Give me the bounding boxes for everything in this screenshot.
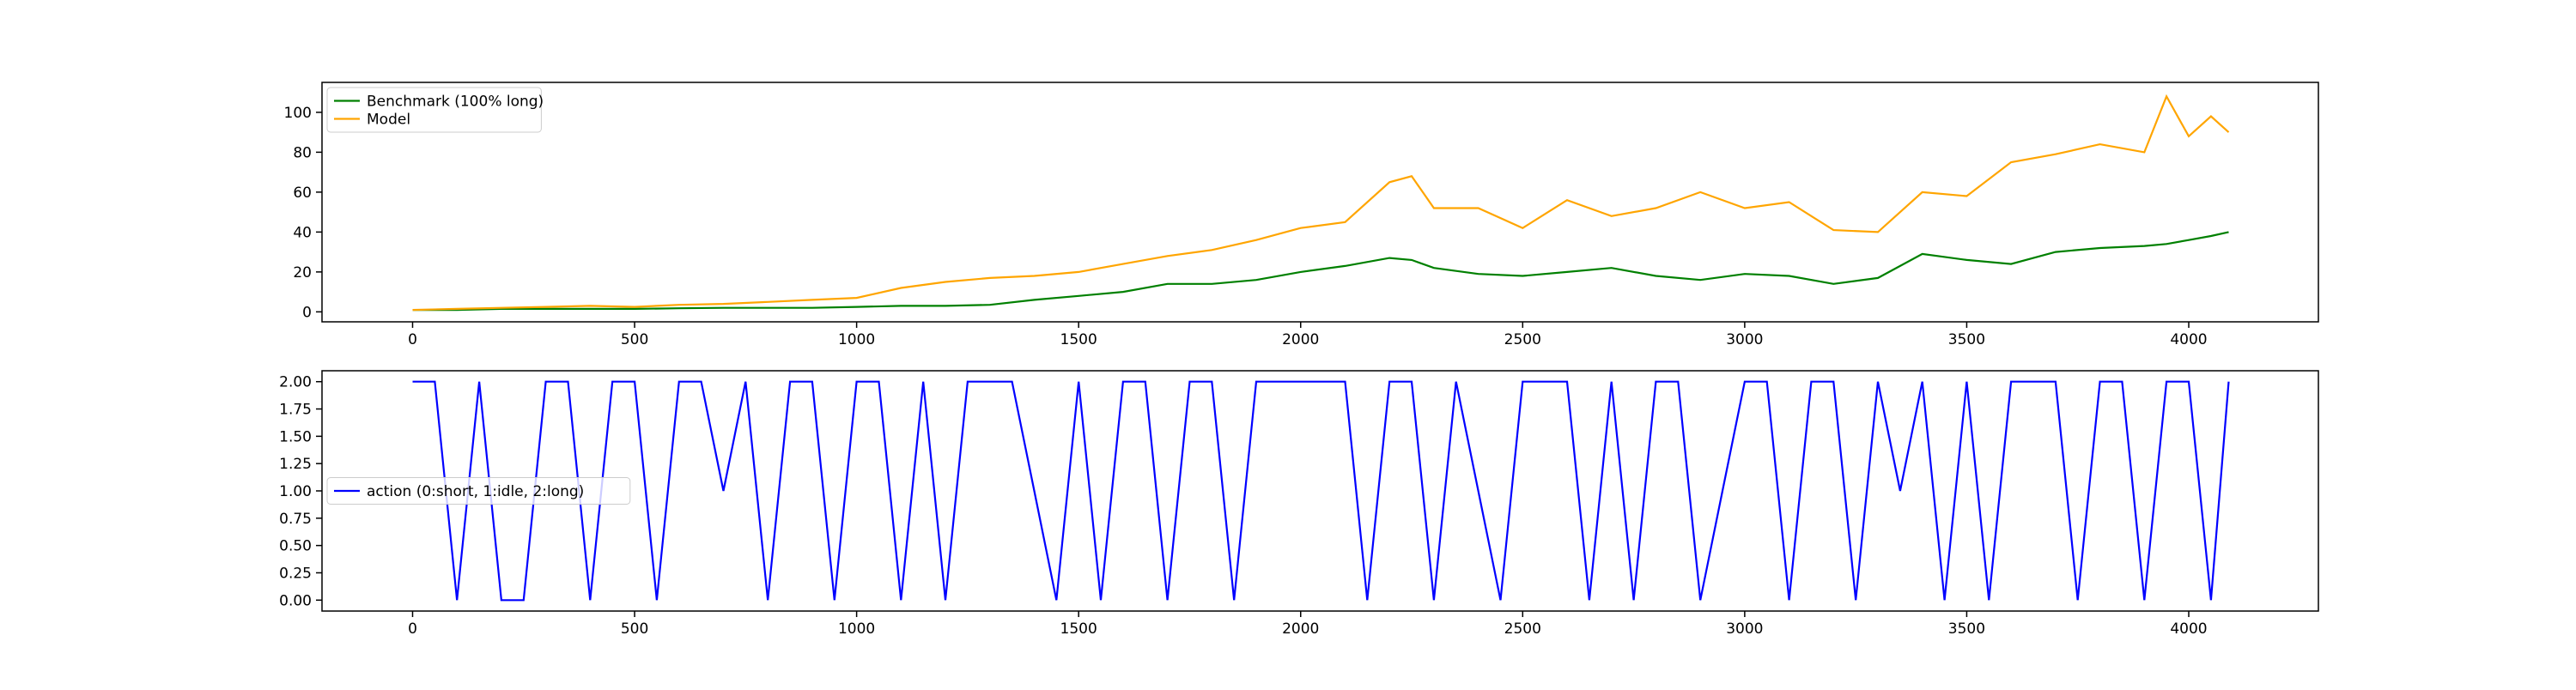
y-tick-label: 80 [293, 144, 312, 161]
legend-label: Benchmark (100% long) [367, 94, 544, 111]
data-line [412, 94, 2230, 312]
y-tick-label: 1.25 [279, 456, 312, 473]
y-tick-label: 60 [293, 185, 312, 202]
plot-frame [321, 82, 2319, 323]
legend-box [326, 87, 542, 133]
y-tick-label: 20 [293, 264, 312, 281]
x-tick-label: 1000 [838, 620, 875, 638]
y-tick-label: 1.50 [279, 428, 312, 445]
x-tick-label: 2500 [1504, 331, 1541, 348]
x-tick-label: 2000 [1282, 620, 1319, 638]
y-tick-label: 0.50 [279, 538, 312, 555]
y-tick-label: 0.00 [279, 592, 312, 609]
y-tick-label: 100 [284, 105, 312, 122]
x-tick-label: 1500 [1060, 620, 1097, 638]
x-tick-label: 2500 [1504, 620, 1541, 638]
data-line [412, 380, 2230, 602]
x-tick-label: 1500 [1060, 331, 1097, 348]
legend-label: Model [367, 112, 410, 129]
x-tick-label: 4000 [2170, 331, 2207, 348]
x-tick-label: 1000 [838, 331, 875, 348]
y-tick-label: 0 [302, 304, 312, 321]
y-tick-label: 2.00 [279, 374, 312, 391]
x-tick-label: 500 [621, 331, 648, 348]
legend-label: action (0:short, 1:idle, 2:long) [367, 483, 584, 500]
x-tick-label: 4000 [2170, 620, 2207, 638]
x-tick-label: 3000 [1726, 620, 1763, 638]
x-tick-label: 0 [408, 620, 417, 638]
x-tick-label: 3000 [1726, 331, 1763, 348]
y-tick-label: 1.00 [279, 483, 312, 500]
x-tick-label: 3500 [1948, 620, 1985, 638]
data-line [412, 231, 2229, 312]
y-tick-label: 40 [293, 224, 312, 241]
x-tick-label: 2000 [1282, 331, 1319, 348]
x-tick-label: 500 [621, 620, 648, 638]
x-tick-label: 3500 [1948, 331, 1985, 348]
legend-box [326, 477, 631, 505]
y-tick-label: 1.75 [279, 402, 312, 419]
y-tick-label: 0.75 [279, 511, 312, 528]
y-tick-label: 0.25 [279, 565, 312, 582]
x-tick-label: 0 [408, 331, 417, 348]
